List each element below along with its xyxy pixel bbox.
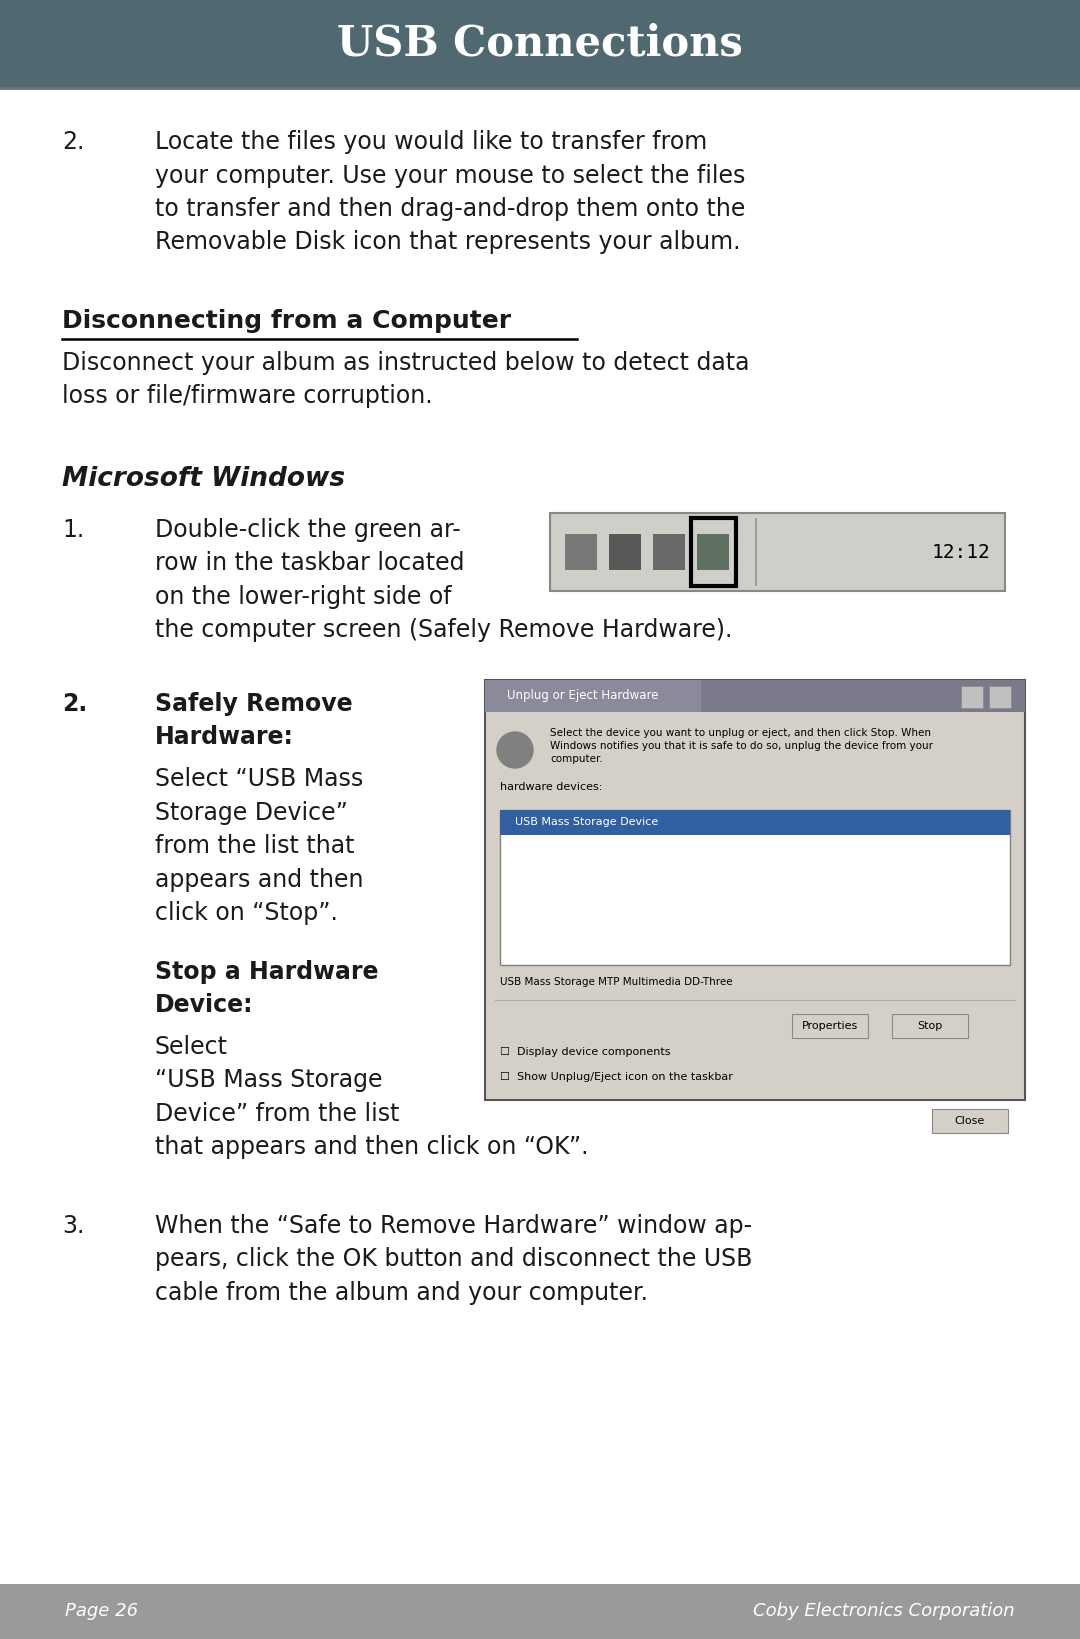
Text: Safely Remove: Safely Remove [156, 692, 353, 716]
FancyBboxPatch shape [0, 1583, 1080, 1639]
Text: ☐  Show Unplug/Eject icon on the taskbar: ☐ Show Unplug/Eject icon on the taskbar [500, 1072, 733, 1082]
Text: When the “Safe to Remove Hardware” window ap-: When the “Safe to Remove Hardware” windo… [156, 1213, 752, 1237]
FancyBboxPatch shape [500, 810, 1010, 834]
Text: Removable Disk icon that represents your album.: Removable Disk icon that represents your… [156, 231, 741, 254]
Text: 2.: 2. [62, 129, 84, 154]
Text: 12:12: 12:12 [931, 543, 990, 562]
Text: 1.: 1. [62, 518, 84, 543]
Text: pears, click the OK button and disconnect the USB: pears, click the OK button and disconnec… [156, 1247, 753, 1270]
FancyBboxPatch shape [485, 680, 701, 711]
FancyBboxPatch shape [961, 687, 983, 708]
Text: USB Mass Storage Device: USB Mass Storage Device [515, 818, 658, 828]
Text: Device” from the list: Device” from the list [156, 1101, 400, 1126]
Text: Stop: Stop [917, 1021, 943, 1031]
Text: ☐  Display device components: ☐ Display device components [500, 1047, 671, 1057]
FancyBboxPatch shape [485, 680, 1025, 1100]
Text: Microsoft Windows: Microsoft Windows [62, 465, 346, 492]
Text: the computer screen (Safely Remove Hardware).: the computer screen (Safely Remove Hardw… [156, 618, 732, 642]
Text: to transfer and then drag-and-drop them onto the: to transfer and then drag-and-drop them … [156, 197, 745, 221]
Text: “USB Mass Storage: “USB Mass Storage [156, 1069, 382, 1092]
FancyBboxPatch shape [550, 513, 1005, 592]
Text: Double-click the green ar-: Double-click the green ar- [156, 518, 461, 543]
Text: Select: Select [156, 1034, 228, 1059]
Text: cable from the album and your computer.: cable from the album and your computer. [156, 1280, 648, 1305]
Text: Disconnect your album as instructed below to detect data: Disconnect your album as instructed belo… [62, 351, 750, 375]
Text: USB Mass Storage MTP Multimedia DD-Three: USB Mass Storage MTP Multimedia DD-Three [500, 977, 732, 987]
FancyBboxPatch shape [0, 0, 1080, 89]
FancyBboxPatch shape [792, 1015, 868, 1037]
Text: Device:: Device: [156, 993, 254, 1018]
Text: Disconnecting from a Computer: Disconnecting from a Computer [62, 310, 511, 333]
FancyBboxPatch shape [697, 534, 729, 570]
Text: Properties: Properties [801, 1021, 859, 1031]
Text: Storage Device”: Storage Device” [156, 800, 348, 824]
FancyBboxPatch shape [609, 534, 642, 570]
FancyBboxPatch shape [932, 1110, 1008, 1133]
Text: that appears and then click on “OK”.: that appears and then click on “OK”. [156, 1134, 589, 1159]
Text: appears and then: appears and then [156, 867, 364, 892]
FancyBboxPatch shape [485, 680, 1025, 711]
Text: 3.: 3. [62, 1213, 84, 1237]
Text: from the list that: from the list that [156, 834, 354, 857]
Text: hardware devices:: hardware devices: [500, 782, 603, 792]
FancyBboxPatch shape [989, 687, 1011, 708]
Text: Unplug or Eject Hardware: Unplug or Eject Hardware [507, 690, 659, 703]
Text: USB Connections: USB Connections [337, 23, 743, 66]
FancyBboxPatch shape [653, 534, 685, 570]
Text: Select “USB Mass: Select “USB Mass [156, 767, 363, 792]
FancyBboxPatch shape [565, 534, 597, 570]
Text: on the lower-right side of: on the lower-right side of [156, 585, 451, 610]
Text: Page 26: Page 26 [65, 1603, 138, 1621]
Text: Hardware:: Hardware: [156, 726, 294, 749]
Text: loss or file/firmware corruption.: loss or file/firmware corruption. [62, 385, 433, 408]
Text: Coby Electronics Corporation: Coby Electronics Corporation [754, 1603, 1015, 1621]
Text: 2.: 2. [62, 692, 87, 716]
FancyBboxPatch shape [500, 810, 1010, 965]
Circle shape [497, 733, 534, 769]
Text: your computer. Use your mouse to select the files: your computer. Use your mouse to select … [156, 164, 745, 187]
Text: row in the taskbar located: row in the taskbar located [156, 551, 464, 575]
FancyBboxPatch shape [892, 1015, 968, 1037]
Text: Locate the files you would like to transfer from: Locate the files you would like to trans… [156, 129, 707, 154]
Text: Close: Close [955, 1116, 985, 1126]
Text: Select the device you want to unplug or eject, and then click Stop. When
Windows: Select the device you want to unplug or … [550, 728, 933, 764]
Text: Stop a Hardware: Stop a Hardware [156, 959, 378, 983]
Text: click on “Stop”.: click on “Stop”. [156, 901, 338, 924]
